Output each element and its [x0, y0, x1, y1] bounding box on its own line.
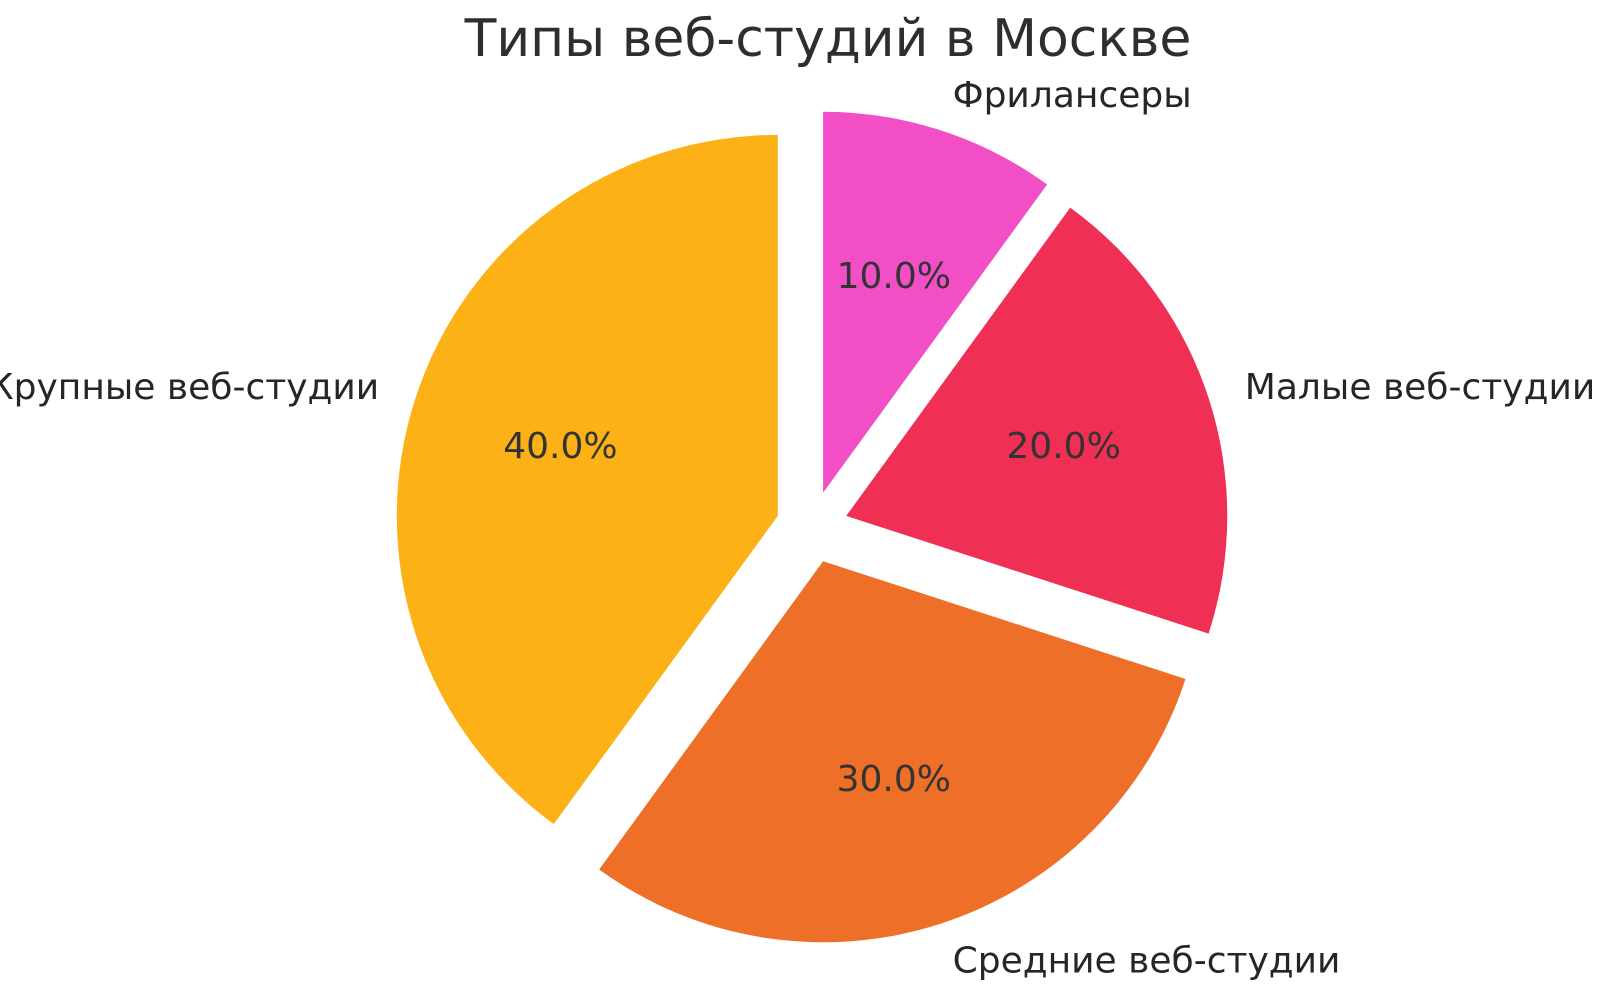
pie-slice-2	[599, 561, 1186, 943]
pie-slice-pct-0: 10.0%	[837, 256, 951, 297]
pie-slice-label-1: Малые веб-студии	[1245, 367, 1595, 408]
pie-slice-1	[846, 207, 1228, 634]
pie-slice-pct-2: 30.0%	[837, 759, 951, 800]
pie-slice-label-2: Средние веб-студии	[953, 940, 1341, 981]
pie-slice-pct-3: 40.0%	[503, 426, 617, 467]
pie-slice-0	[823, 111, 1048, 493]
pie-slice-3	[396, 134, 778, 825]
pie-slice-label-0: Фрилансеры	[953, 75, 1192, 116]
pie-slice-pct-1: 20.0%	[1006, 426, 1120, 467]
pie-slice-label-3: Крупные веб-студии	[0, 367, 379, 408]
chart-title: Типы веб-студий в Москве	[464, 9, 1192, 69]
pie-slice-group: 10.0% Фрилансеры 20.0% Малые веб-студии 30.0…	[0, 75, 1595, 982]
